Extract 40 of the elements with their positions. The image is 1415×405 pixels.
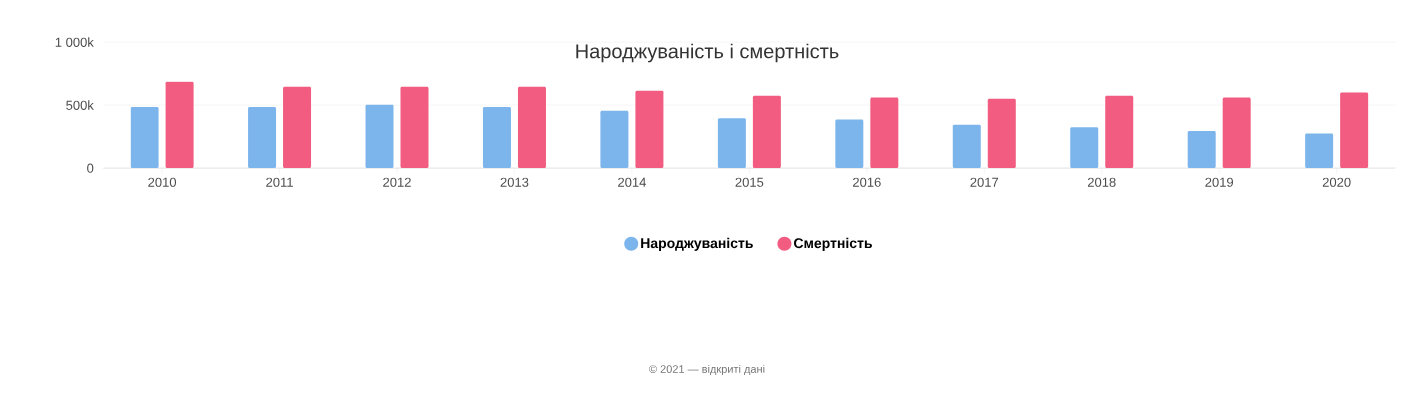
bar	[870, 97, 899, 169]
bar	[517, 86, 546, 169]
bar	[482, 107, 511, 169]
x-tick-label: 2014	[618, 177, 646, 187]
x-tick-label: 2017	[970, 177, 999, 187]
bar	[835, 119, 864, 169]
x-tick-label: 2018	[1087, 177, 1116, 187]
x-tick-label: 2012	[383, 177, 411, 187]
bar	[1187, 130, 1216, 169]
bar	[952, 124, 981, 169]
bar	[1070, 127, 1099, 169]
y-tick-label: 0	[87, 163, 94, 173]
x-tick-label: 2011	[266, 177, 293, 187]
y-tick-label: 1 000k	[55, 37, 94, 47]
bar	[1105, 95, 1134, 169]
x-tick-label: 2019	[1205, 177, 1234, 187]
bar	[1340, 92, 1369, 169]
x-tick-label: 2013	[500, 177, 529, 187]
legend-label: Народжуваність	[641, 237, 753, 251]
bar	[752, 95, 781, 169]
x-tick-label: 2016	[853, 177, 881, 187]
y-tick-label: 500k	[66, 100, 94, 110]
bar	[365, 104, 394, 169]
bar	[130, 107, 159, 169]
bar	[283, 86, 312, 169]
bar	[400, 86, 429, 169]
bar	[248, 107, 277, 169]
x-tick-label: 2020	[1322, 177, 1351, 187]
bar	[165, 81, 194, 169]
text: © 2021 — відкриті дані	[649, 364, 765, 376]
legend-label: Смертність	[794, 237, 872, 251]
chart-title: Народжуваність і смертність	[576, 43, 839, 63]
bar	[1222, 97, 1251, 169]
x-tick-label: 2010	[148, 177, 177, 187]
bar	[635, 90, 664, 169]
x-tick-label: 2015	[735, 177, 764, 187]
bar	[987, 98, 1016, 169]
bar	[600, 110, 629, 169]
bar	[1305, 133, 1334, 169]
bar	[717, 118, 746, 169]
